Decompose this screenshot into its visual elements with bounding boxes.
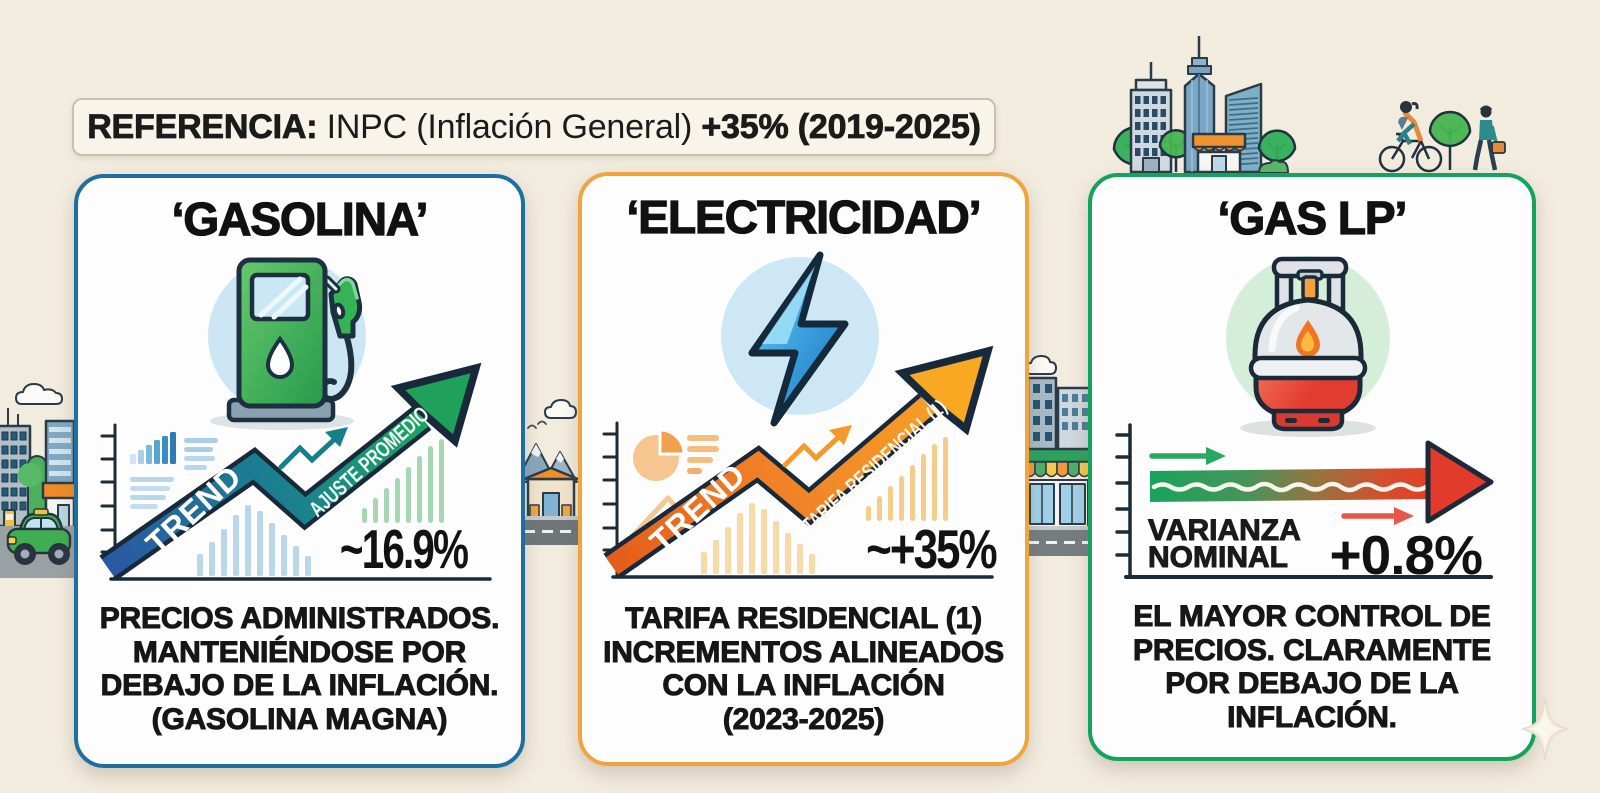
svg-text:TREND: TREND <box>139 458 249 562</box>
svg-text:TARIFA RESIDENCIAL (1): TARIFA RESIDENCIAL (1) <box>798 395 952 537</box>
